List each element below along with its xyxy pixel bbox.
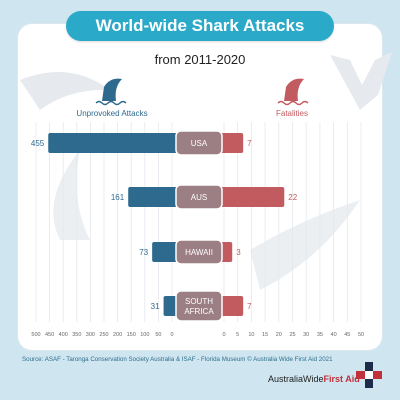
right-tick-label: 15: [262, 332, 268, 338]
grid-lines: [35, 122, 362, 322]
category-label: AUS: [191, 193, 207, 202]
legend-fatalities: Fatalities: [276, 109, 308, 118]
fatalities-value-label: 22: [288, 193, 297, 202]
legend-attacks: Unprovoked Attacks: [76, 109, 147, 118]
category-box: [175, 130, 223, 156]
right-tick-label: 50: [358, 332, 364, 338]
attacks-value-label: 161: [111, 193, 125, 202]
right-tick-label: 35: [317, 332, 323, 338]
right-tick-label: 5: [236, 332, 239, 338]
left-tick-label: 450: [45, 332, 54, 338]
left-tick-label: 150: [127, 332, 136, 338]
right-tick-label: 20: [276, 332, 282, 338]
brand-name-regular: AustraliaWide: [268, 374, 324, 384]
fatalities-fin-icon: [277, 78, 309, 106]
left-tick-label: 300: [86, 332, 95, 338]
left-tick-label: 250: [99, 332, 108, 338]
category-label: AFRICA: [184, 307, 214, 316]
chart-subtitle: from 2011-2020: [154, 52, 246, 67]
category-label: SOUTH: [185, 297, 213, 306]
right-tick-label: 0: [222, 332, 225, 338]
fatalities-bar: [216, 296, 244, 316]
fatalities-bar: [216, 133, 244, 153]
left-tick-label: 350: [72, 332, 81, 338]
attacks-bar: [152, 242, 180, 262]
left-tick-label: 200: [113, 332, 122, 338]
attacks-bar: [128, 187, 180, 207]
brand-logo-text: AustraliaWideFirst Aid: [268, 374, 360, 384]
fatalities-value-label: 7: [247, 139, 252, 148]
right-tick-label: 25: [289, 332, 295, 338]
attacks-bar: [48, 133, 180, 153]
category-box: [175, 184, 223, 210]
first-aid-cross-icon: [356, 362, 382, 388]
category-box: [175, 290, 223, 322]
attacks-fin-icon: [95, 78, 127, 106]
category-label: USA: [191, 139, 208, 148]
fatalities-value-label: 3: [236, 248, 241, 257]
source-note: Source: ASAF - Taronga Conservation Soci…: [22, 356, 333, 363]
fatalities-bar: [216, 187, 285, 207]
left-tick-label: 400: [59, 332, 68, 338]
attacks-value-label: 455: [31, 139, 45, 148]
right-tick-label: 40: [331, 332, 337, 338]
left-tick-label: 0: [170, 332, 173, 338]
left-tick-label: 50: [155, 332, 161, 338]
fatalities-value-label: 7: [247, 302, 252, 311]
attacks-value-label: 31: [151, 302, 160, 311]
left-tick-label: 100: [140, 332, 149, 338]
right-tick-label: 10: [248, 332, 254, 338]
left-tick-label: 500: [31, 332, 40, 338]
brand-name-bold: First Aid: [323, 374, 360, 384]
right-tick-label: 45: [344, 332, 350, 338]
shark-silhouettes: [20, 52, 392, 290]
category-box: [175, 239, 223, 265]
category-label: HAWAII: [185, 248, 213, 257]
right-tick-label: 30: [303, 332, 309, 338]
chart-title: World-wide Shark Attacks: [66, 11, 334, 41]
attacks-value-label: 73: [139, 248, 148, 257]
